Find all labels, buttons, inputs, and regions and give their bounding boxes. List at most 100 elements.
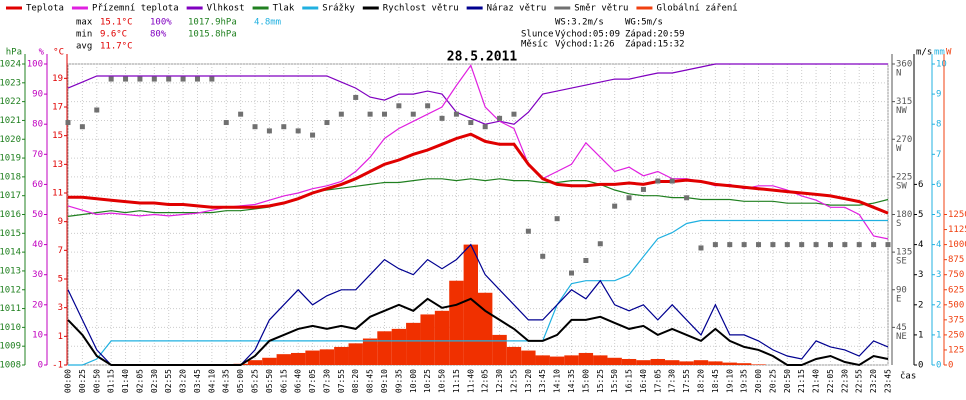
tick-label: 1125 [948, 225, 966, 235]
tick-label: 30 [32, 270, 43, 280]
x-tick-label: 00:25 [78, 369, 87, 393]
area-bar [492, 334, 507, 365]
direction-point [698, 245, 704, 251]
tick-label: 360 [896, 60, 912, 70]
x-tick-label: 15:00 [581, 369, 590, 393]
x-tick-label: 17:55 [682, 369, 691, 393]
direction-point [525, 228, 531, 234]
tick-label: 5 [936, 210, 941, 220]
sun-info: Západ:20:59 [625, 30, 685, 40]
legend-label: Rychlost větru [383, 4, 459, 14]
area-bar [708, 361, 723, 365]
direction-point [410, 111, 416, 117]
tick-label: 3 [936, 270, 941, 280]
x-tick-label: 02:55 [164, 369, 173, 393]
chart-title: 28.5.2011 [447, 50, 518, 65]
compass-label: SE [896, 257, 907, 267]
x-tick-label: 16:15 [625, 369, 634, 393]
direction-point [482, 124, 488, 130]
area-bar [348, 343, 363, 365]
direction-point [453, 111, 459, 117]
x-tick-label: 12:05 [481, 369, 490, 393]
area-bar [621, 358, 637, 365]
tick-label: 1008 [0, 361, 21, 371]
direction-point [194, 76, 200, 82]
compass-label: NW [896, 106, 907, 116]
tick-label: 17 [52, 103, 63, 113]
area-bar [751, 364, 766, 365]
direction-point [784, 242, 790, 248]
series-line [67, 297, 889, 367]
x-tick-label: 17:30 [668, 369, 677, 393]
axis-unit: °C [53, 48, 64, 58]
tick-label: 1 [58, 332, 63, 342]
compass-label: E [896, 294, 901, 304]
area-bar [305, 350, 320, 365]
direction-point [209, 76, 215, 82]
sun-info: Slunce [521, 30, 554, 40]
x-tick-label: 22:05 [826, 369, 835, 393]
tick-label: 1017 [0, 191, 21, 201]
area-bar [722, 362, 737, 365]
legend-label: Náraz větru [487, 4, 547, 14]
x-tick-label: 11:40 [466, 369, 475, 393]
direction-point [871, 242, 877, 248]
direction-point [338, 111, 344, 117]
x-tick-label: 04:35 [222, 369, 231, 393]
x-tick-label: 21:15 [797, 369, 806, 393]
tick-label: 1022 [0, 97, 21, 107]
direction-point [813, 242, 819, 248]
stat: 11.7°C [100, 42, 133, 52]
tick-label: 1012 [0, 285, 21, 295]
x-tick-label: 05:00 [236, 369, 245, 393]
direction-point [727, 242, 733, 248]
x-tick-label: 10:00 [409, 369, 418, 393]
direction-point [266, 128, 272, 134]
area-bar [693, 360, 709, 365]
direction-point [238, 111, 244, 117]
tick-label: 225 [896, 172, 912, 182]
direction-point [439, 115, 445, 121]
x-tick-label: 17:05 [653, 369, 662, 393]
x-tick-label: 22:55 [855, 369, 864, 393]
x-tick-label: 12:30 [495, 369, 504, 393]
direction-point [324, 120, 330, 126]
direction-point [65, 120, 71, 126]
x-tick-label: 14:35 [567, 369, 576, 393]
area-bar [607, 357, 622, 365]
tick-label: 90 [32, 90, 43, 100]
tick-label: 5 [58, 275, 63, 285]
direction-point [281, 124, 287, 130]
compass-label: NE [896, 332, 907, 342]
x-tick-label: 08:20 [351, 369, 360, 393]
area-bar [578, 352, 594, 365]
legend-label: Přízemní teplota [92, 4, 179, 14]
tick-label: 375 [948, 315, 964, 325]
stat: avg [76, 42, 92, 52]
moon-info: Západ:15:32 [625, 40, 685, 50]
tick-label: 5 [918, 210, 923, 220]
area-bar [449, 280, 464, 365]
axis-unit: hPa [6, 48, 22, 58]
x-tick-label: 06:15 [279, 369, 288, 393]
axis-unit: W [946, 48, 952, 58]
x-tick-label: 18:20 [696, 369, 705, 393]
direction-point [770, 242, 776, 248]
tick-label: 0 [918, 361, 923, 371]
tick-label: 90 [896, 285, 907, 295]
tick-label: 2 [918, 300, 923, 310]
direction-point [151, 76, 157, 82]
stat: 100% [150, 18, 172, 28]
tick-label: 7 [936, 150, 941, 160]
tick-label: 0 [936, 361, 941, 371]
area-bar [434, 310, 450, 365]
x-tick-label: 23:45 [884, 369, 893, 393]
tick-label: 1000 [948, 240, 966, 250]
direction-point [655, 178, 661, 184]
direction-point [612, 203, 618, 209]
direction-point [468, 120, 474, 126]
area-bar [319, 349, 335, 365]
x-tick-label: 16:40 [639, 369, 648, 393]
direction-point [626, 195, 632, 201]
